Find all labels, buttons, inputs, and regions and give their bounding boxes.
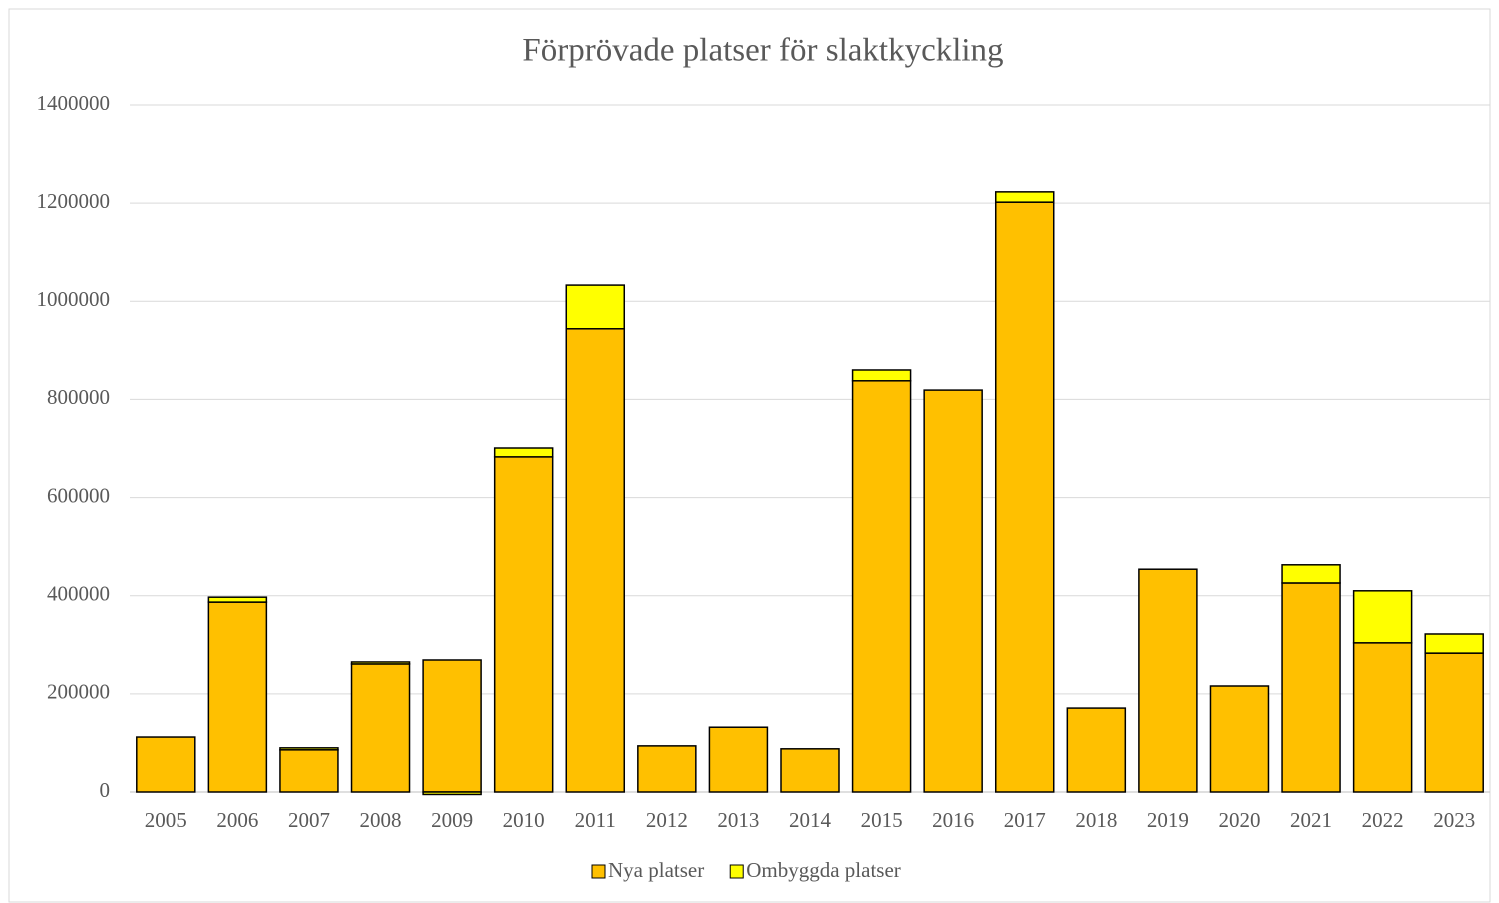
bar-segment <box>350 663 411 793</box>
x-tick-label: 2008 <box>360 808 402 832</box>
x-tick-label: 2019 <box>1147 808 1189 832</box>
y-tick-label: 1400000 <box>37 91 111 115</box>
x-tick-label: 2007 <box>288 808 330 832</box>
bar-segment <box>1209 685 1270 793</box>
bar-segment <box>136 736 196 793</box>
x-tick-label: 2020 <box>1218 808 1260 832</box>
bar-segment <box>851 369 912 382</box>
y-tick-label: 1000000 <box>37 287 111 311</box>
bar-segment <box>1066 707 1127 793</box>
x-tick-label: 2015 <box>861 808 903 832</box>
x-tick-label: 2013 <box>717 808 759 832</box>
y-tick-label: 200000 <box>47 680 110 704</box>
bar-segment <box>1138 568 1198 793</box>
bar-segment <box>851 380 912 793</box>
legend-swatch <box>729 864 744 879</box>
legend-label: Ombyggda platser <box>746 858 901 882</box>
bar-segment <box>279 749 339 793</box>
bar-segment <box>279 747 339 751</box>
y-tick-label: 600000 <box>47 483 110 507</box>
bar-segment <box>637 745 697 793</box>
x-tick-label: 2010 <box>503 808 545 832</box>
x-tick-label: 2011 <box>575 808 616 832</box>
x-tick-label: 2005 <box>145 808 187 832</box>
x-tick-label: 2018 <box>1075 808 1117 832</box>
x-tick-label: 2016 <box>932 808 974 832</box>
bar-segment <box>923 389 983 793</box>
x-tick-label: 2022 <box>1362 808 1404 832</box>
bar-segment <box>565 284 626 330</box>
x-tick-label: 2012 <box>646 808 688 832</box>
bar-segment <box>350 661 411 665</box>
bar-segment <box>1424 652 1484 793</box>
chart-title: Förprövade platser för slaktkyckling <box>522 33 1003 69</box>
x-tick-label: 2009 <box>431 808 473 832</box>
bar-segment <box>1352 642 1413 793</box>
bar-segment <box>994 191 1055 203</box>
bar-segment <box>1352 590 1413 644</box>
bar-segment <box>422 791 482 796</box>
y-tick-label: 800000 <box>47 385 110 409</box>
bar-segment <box>1281 582 1341 793</box>
y-tick-label: 1200000 <box>37 189 111 213</box>
bar-segment <box>565 328 626 793</box>
y-tick-label: 400000 <box>47 582 110 606</box>
x-tick-label: 2023 <box>1433 808 1475 832</box>
bar-segment <box>207 601 268 793</box>
y-tick-label: 0 <box>100 778 111 802</box>
bar-segment <box>493 456 554 793</box>
bar-segment <box>422 659 482 793</box>
legend-swatch <box>591 864 606 879</box>
bar-segment <box>780 748 840 793</box>
bar-segment <box>207 596 268 603</box>
bar-segment <box>994 201 1055 793</box>
bar-segment <box>708 726 769 793</box>
x-tick-label: 2021 <box>1290 808 1332 832</box>
x-tick-label: 2014 <box>789 808 832 832</box>
bar-segment <box>1424 633 1484 654</box>
x-tick-label: 2006 <box>216 808 258 832</box>
legend-label: Nya platser <box>608 858 704 882</box>
x-tick-label: 2017 <box>1004 808 1046 832</box>
bar-segment <box>1281 564 1341 584</box>
bar-segment <box>493 447 554 458</box>
